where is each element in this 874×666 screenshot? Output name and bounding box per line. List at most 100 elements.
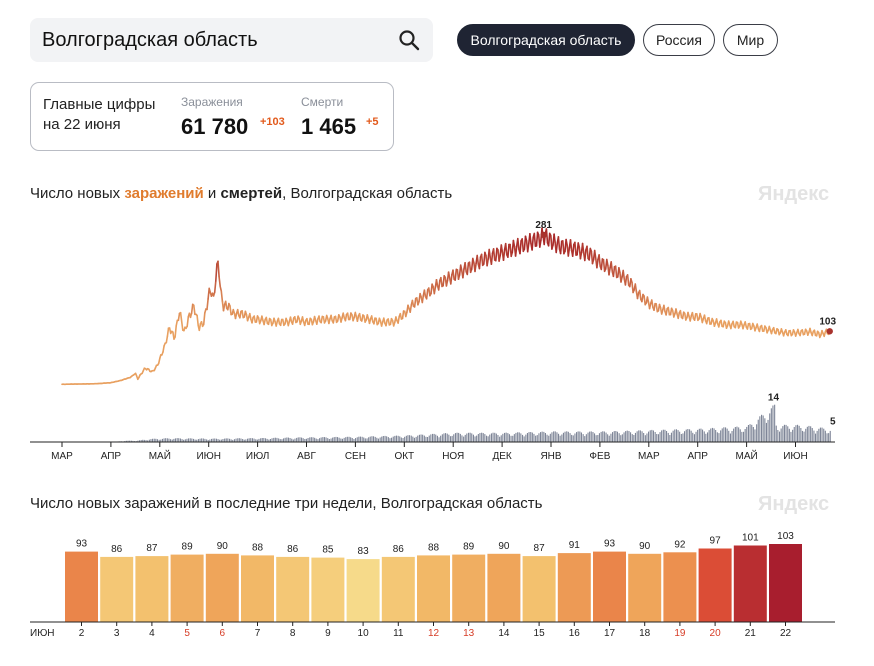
death-bar — [682, 433, 684, 442]
tab-russia[interactable]: Россия — [643, 24, 715, 56]
death-bar — [484, 434, 486, 442]
tab-volgograd-region[interactable]: Волгоградская область — [457, 24, 635, 56]
infections-line-segment — [602, 258, 606, 273]
death-bar — [335, 436, 337, 442]
death-bar — [399, 436, 401, 442]
infections-line-segment — [567, 247, 571, 257]
death-bar — [536, 435, 538, 442]
day-label: 5 — [184, 628, 190, 639]
death-bar — [379, 437, 381, 442]
three-weeks-bar-chart: 93 2 86 3 87 4 89 5 90 6 88 7 86 8 85 9 83 10 86 11 88 12 89 13… — [30, 531, 835, 639]
death-bar — [247, 438, 249, 442]
bar — [205, 553, 239, 622]
death-bar — [348, 436, 350, 442]
death-bar — [143, 439, 145, 442]
death-bar — [815, 433, 817, 442]
death-bar — [824, 430, 826, 442]
x-tick-label: ЯНВ — [540, 451, 561, 462]
death-bar — [756, 424, 758, 442]
infections-line-segment — [409, 304, 413, 313]
death-bar — [450, 436, 452, 442]
death-bar — [540, 432, 542, 442]
death-bar — [222, 439, 224, 442]
death-bar — [207, 440, 209, 442]
infections-line-segment — [553, 233, 556, 244]
infections-line-segment — [370, 315, 374, 323]
bar-value-label: 101 — [742, 533, 759, 544]
death-bar — [661, 430, 663, 442]
death-bar — [513, 434, 515, 442]
death-bar — [269, 439, 271, 442]
search-icon[interactable] — [397, 28, 421, 52]
death-bar — [798, 425, 800, 442]
death-bar — [689, 429, 691, 442]
death-bar — [567, 431, 569, 442]
death-bar — [711, 427, 713, 442]
death-bar — [507, 433, 509, 442]
infections-line-segment — [691, 311, 695, 320]
infections-line-segment — [715, 318, 719, 325]
death-bar — [558, 433, 560, 442]
death-bar — [386, 436, 388, 442]
infections-line-segment — [653, 302, 656, 311]
infections-line-segment — [445, 279, 449, 287]
bar-value-label: 86 — [287, 544, 299, 555]
death-bar — [548, 435, 550, 442]
infections-line-segment — [315, 318, 319, 325]
infections-line-segment — [193, 304, 196, 316]
death-bar — [441, 434, 443, 442]
death-bar — [212, 438, 214, 442]
x-tick-label: АВГ — [297, 451, 316, 462]
death-bar — [723, 427, 725, 442]
death-bar — [219, 439, 221, 442]
infections-line-segment — [708, 317, 711, 325]
infections-line-segment — [643, 295, 647, 306]
death-bar — [287, 437, 289, 442]
death-bar — [150, 439, 152, 442]
death-bar — [232, 439, 234, 442]
bar-value-label: 92 — [674, 539, 686, 550]
bar — [381, 556, 415, 622]
infections-line-segment — [293, 316, 297, 324]
death-bar — [382, 436, 384, 442]
death-bar — [173, 438, 175, 442]
death-bar — [461, 435, 463, 442]
death-bar — [487, 436, 489, 442]
infections-line-segment — [174, 325, 177, 338]
infections-label: Заражения — [181, 95, 243, 109]
infections-line-segment — [655, 303, 659, 313]
death-bar — [564, 431, 566, 442]
death-bar — [613, 431, 615, 442]
death-bar — [330, 438, 332, 442]
death-bar — [667, 432, 669, 442]
infections-line-segment — [224, 300, 228, 310]
infections-line-segment — [596, 258, 599, 269]
death-bar — [621, 434, 623, 442]
infections-line-segment — [229, 305, 232, 316]
deaths-label: Смерти — [301, 95, 344, 109]
death-bar — [183, 439, 185, 442]
infections-line-segment — [202, 312, 206, 326]
infections-total: 61 780 — [181, 114, 249, 139]
infections-line-segment — [529, 232, 532, 245]
infections-line-segment — [411, 299, 415, 307]
search-box[interactable]: Волгоградская область — [30, 18, 433, 62]
death-bar — [451, 435, 453, 442]
death-bar — [616, 431, 618, 442]
search-input[interactable]: Волгоградская область — [42, 29, 258, 51]
x-tick-label: НОЯ — [442, 451, 464, 462]
death-bar — [533, 433, 535, 442]
death-bar — [549, 433, 551, 442]
death-bar — [662, 429, 664, 442]
death-bar — [718, 433, 720, 442]
tab-world[interactable]: Мир — [723, 24, 778, 56]
death-bar — [625, 431, 627, 442]
infections-line-segment — [454, 268, 458, 281]
death-bar — [395, 435, 397, 442]
bar-value-label: 89 — [182, 542, 194, 553]
death-bar — [235, 438, 237, 442]
death-bar — [761, 414, 763, 442]
infections-line-segment — [320, 315, 324, 324]
death-bar — [775, 425, 777, 442]
infections-line-segment — [308, 317, 312, 326]
